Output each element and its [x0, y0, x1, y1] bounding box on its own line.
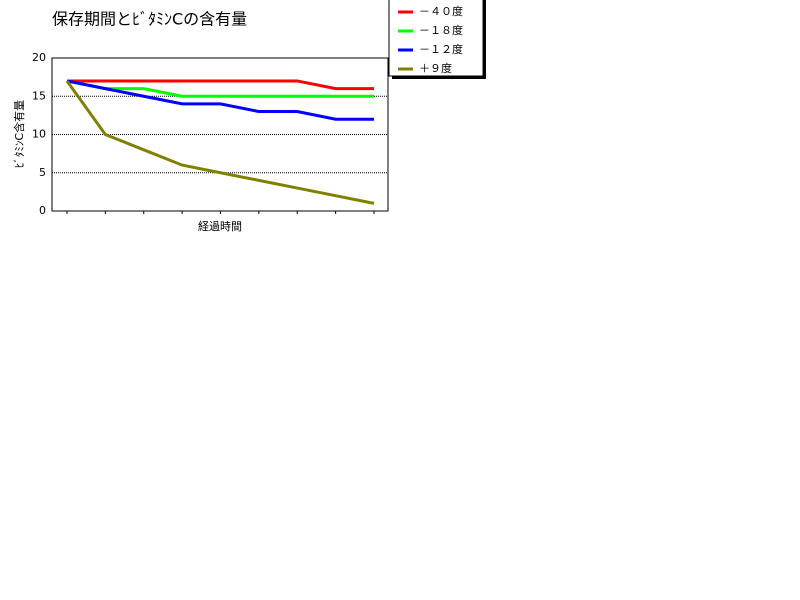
y-tick-label: 10: [32, 128, 46, 141]
legend-label: －１８度: [419, 23, 463, 37]
legend-label: －１２度: [419, 42, 463, 56]
x-axis-label: 経過時間: [198, 220, 242, 233]
legend-label: －４０度: [419, 4, 463, 18]
y-tick-label: 0: [39, 204, 46, 217]
y-tick-label: 15: [32, 89, 46, 102]
series-line: [66, 79, 374, 121]
series-line: [67, 79, 374, 91]
y-axis-label: ﾋﾞﾀﾐﾝC含有量: [12, 100, 26, 168]
series-line: [66, 79, 374, 98]
chart-title: 保存期間とﾋﾞﾀﾐﾝCの含有量: [52, 10, 247, 29]
legend-label: ＋９度: [419, 61, 452, 75]
y-tick-label: 5: [39, 166, 46, 179]
series-line: [65, 80, 375, 205]
y-tick-label: 20: [32, 51, 46, 64]
